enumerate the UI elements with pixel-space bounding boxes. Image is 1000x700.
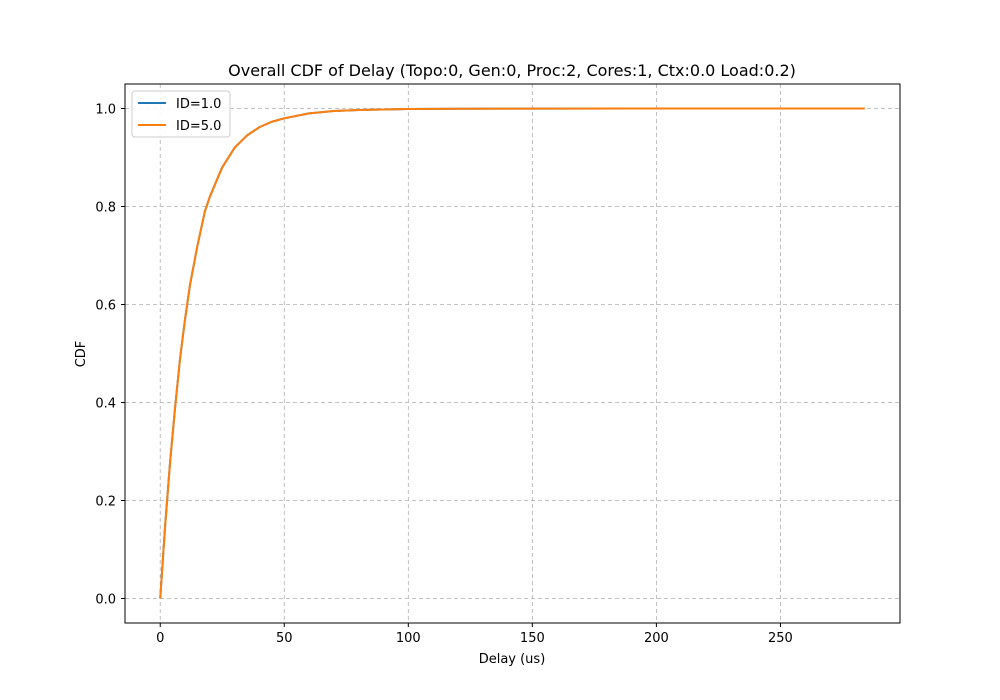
x-tick-label: 100 [396,631,421,646]
y-tick-label: 0.6 [95,299,116,314]
y-tick-label: 0.4 [95,397,116,412]
y-tick-label: 1.0 [95,103,116,118]
series-line-2 [159,107,865,599]
grid-layer [125,84,900,623]
x-tick-label: 250 [768,631,793,646]
plot-frame [124,83,901,624]
x-tick-label: 0 [156,631,164,646]
x-axis-label: Delay (us) [479,652,546,667]
y-tick-label: 0.2 [95,495,116,510]
legend-items: ID=1.0 ID=5.0 [138,97,221,134]
legend-label-2: ID=5.0 [176,119,221,134]
chart-title: Overall CDF of Delay (Topo:0, Gen:0, Pro… [228,61,796,80]
x-tick-label: 150 [520,631,545,646]
ticks-layer: 0 50 100 150 200 250 0.0 0.2 0.4 0.6 0.8 1.0 [95,103,793,647]
y-tick-label: 0.8 [95,201,116,216]
y-axis-label: CDF [74,341,89,368]
series-line-1 [159,107,729,599]
x-tick-label: 50 [276,631,293,646]
legend-label-1: ID=1.0 [176,97,221,112]
y-tick-label: 0.0 [95,593,116,608]
legend: ID=1.0 ID=5.0 [131,90,231,138]
series-layer [159,107,865,599]
x-tick-label: 200 [644,631,669,646]
